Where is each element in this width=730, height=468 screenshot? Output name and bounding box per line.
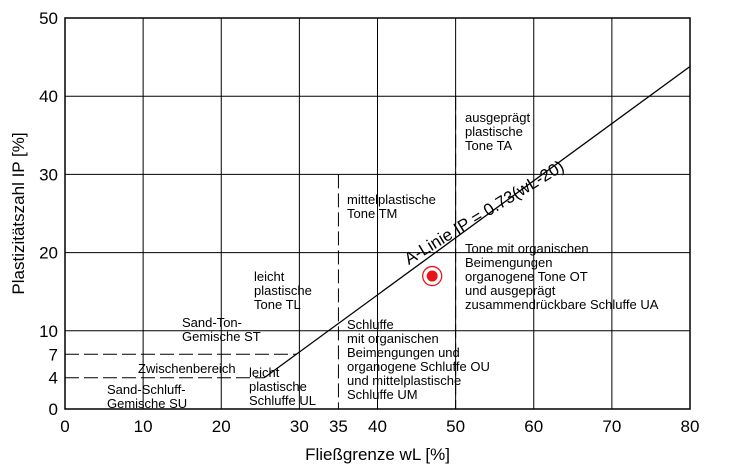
region-label-line: Gemische ST bbox=[182, 329, 261, 344]
region-label: Zwischenbereich bbox=[138, 361, 236, 376]
data-point-dot bbox=[426, 270, 438, 282]
region-label-line: und mittelplastische bbox=[347, 373, 461, 388]
region-label-line: Tone TM bbox=[347, 206, 397, 221]
region-label-line: Sand-Schluff- bbox=[107, 382, 186, 397]
boundary-dashes bbox=[65, 96, 457, 409]
x-tick-label: 10 bbox=[134, 417, 153, 436]
region-label-line: mittelplastische bbox=[347, 192, 436, 207]
region-label-line: organogene Tone OT bbox=[465, 269, 588, 284]
region-label-line: ausgeprägt bbox=[465, 110, 530, 125]
region-label: Sand-Schluff-Gemische SU bbox=[107, 382, 187, 411]
region-label-line: Beimengungen und bbox=[347, 345, 460, 360]
y-axis-title: Plastizitätszahl IP [%] bbox=[9, 132, 28, 294]
y-tick-label: 4 bbox=[49, 369, 58, 388]
region-label: leicht plastische Tone TL bbox=[254, 269, 312, 312]
region-label-line: plastische bbox=[465, 124, 523, 139]
region-label: leicht plastische Schluffe UL bbox=[249, 365, 316, 408]
region-label-line: mit organischen bbox=[347, 331, 439, 346]
region-label-line: Tone TA bbox=[465, 138, 513, 153]
region-label-line: Schluffe UL bbox=[249, 393, 316, 408]
x-tick-label: 70 bbox=[602, 417, 621, 436]
region-label-line: Tone mit organischen bbox=[465, 241, 589, 256]
y-tick-label: 30 bbox=[39, 165, 58, 184]
region-label-line: Schluffe UM bbox=[347, 387, 418, 402]
y-tick-label: 7 bbox=[49, 345, 58, 364]
region-label-line: zusammendrückbare Schluffe UA bbox=[465, 297, 659, 312]
y-tick-label: 0 bbox=[49, 400, 58, 419]
region-label-line: Schluffe bbox=[347, 317, 394, 332]
x-tick-label: 35 bbox=[329, 417, 348, 436]
x-tick-label: 80 bbox=[681, 417, 700, 436]
x-tick-label: 60 bbox=[524, 417, 543, 436]
region-label-line: und ausgeprägt bbox=[465, 283, 556, 298]
region-label-line: Sand-Ton- bbox=[182, 315, 242, 330]
region-label: Sand-Ton-Gemische ST bbox=[182, 315, 261, 344]
region-label-line: leicht bbox=[249, 365, 280, 380]
region-label-line: organogene Schluffe OU bbox=[347, 359, 490, 374]
data-point bbox=[422, 265, 443, 287]
x-axis-title: Fließgrenze wL [%] bbox=[305, 445, 450, 464]
x-tick-label: 20 bbox=[212, 417, 231, 436]
x-tick-label: 30 bbox=[290, 417, 309, 436]
x-tick-labels: 0 10 20 30 35 40 50 60 70 80 bbox=[60, 417, 699, 436]
x-tick-label: 50 bbox=[446, 417, 465, 436]
y-tick-label: 20 bbox=[39, 244, 58, 263]
x-tick-label: 40 bbox=[368, 417, 387, 436]
region-label-line: leicht bbox=[254, 269, 285, 284]
x-tick-label: 0 bbox=[60, 417, 69, 436]
region-label-line: Beimengungen bbox=[465, 255, 552, 270]
data-point-ring bbox=[422, 265, 443, 287]
y-tick-label: 50 bbox=[39, 9, 58, 28]
region-label: Tone mit organischen Beimengungen organoge… bbox=[465, 241, 659, 312]
plot-frame bbox=[64, 17, 691, 410]
y-tick-label: 10 bbox=[39, 322, 58, 341]
region-label-line: plastische bbox=[249, 379, 307, 394]
region-label: ausgeprägt plastische Tone TA bbox=[465, 110, 530, 153]
region-label: mittelplastische Tone TM bbox=[347, 192, 436, 221]
region-label-line: plastische bbox=[254, 283, 312, 298]
y-tick-labels: 0 4 7 10 20 30 40 50 bbox=[39, 9, 58, 419]
region-label: Schluffe mit organischen Beimengungen und o… bbox=[347, 317, 490, 402]
region-labels: ausgeprägt plastische Tone TAmittelplastis… bbox=[107, 110, 659, 411]
y-tick-label: 40 bbox=[39, 87, 58, 106]
region-label-line: Zwischenbereich bbox=[138, 361, 236, 376]
region-label-line: Gemische SU bbox=[107, 396, 187, 411]
region-label-line: Tone TL bbox=[254, 297, 301, 312]
a-line bbox=[263, 65, 691, 379]
